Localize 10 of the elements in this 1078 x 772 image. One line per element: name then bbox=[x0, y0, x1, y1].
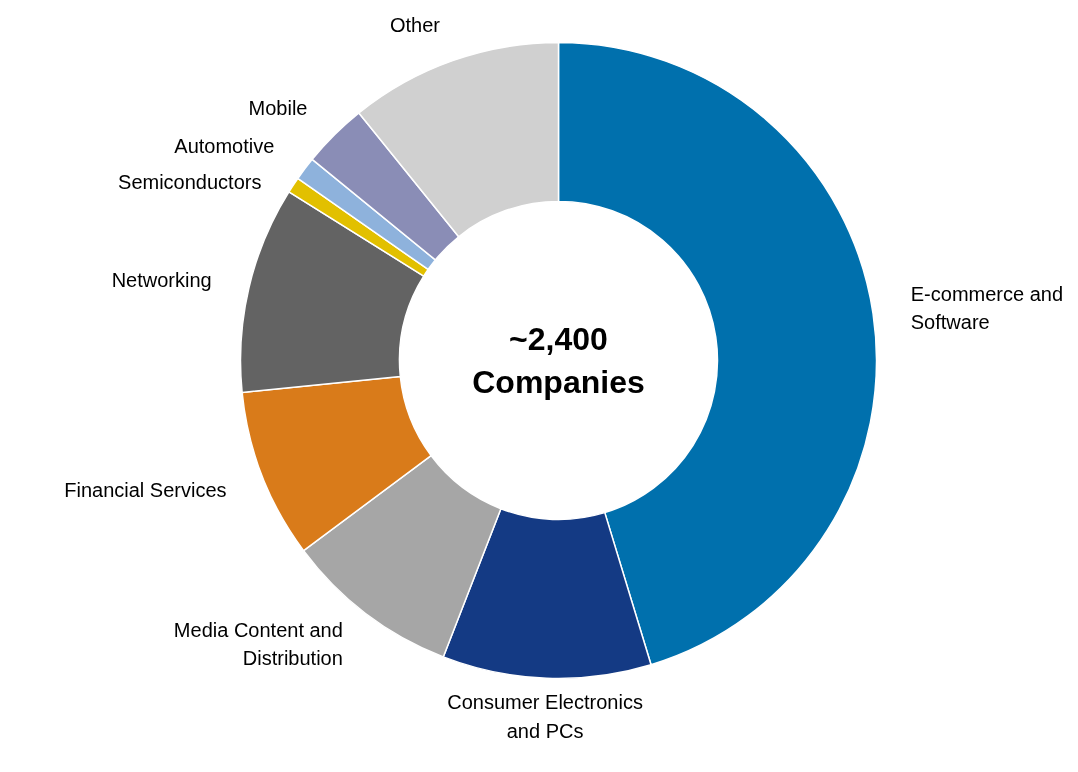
text: ~2,400 Companies bbox=[472, 320, 645, 401]
slice-label: E-commerce and Software bbox=[910, 282, 1064, 334]
slice-label: Networking bbox=[111, 268, 212, 291]
slice-label: Consumer Electronics and PCs bbox=[447, 691, 643, 742]
slice-label: Media Content and Distribution bbox=[173, 618, 343, 670]
slice-label: Other bbox=[389, 13, 441, 36]
slice-label: Semiconductors bbox=[118, 171, 262, 194]
slice-label: Financial Services bbox=[64, 478, 227, 501]
slice-label: Automotive bbox=[174, 134, 275, 157]
slice-label: Mobile bbox=[248, 96, 308, 119]
